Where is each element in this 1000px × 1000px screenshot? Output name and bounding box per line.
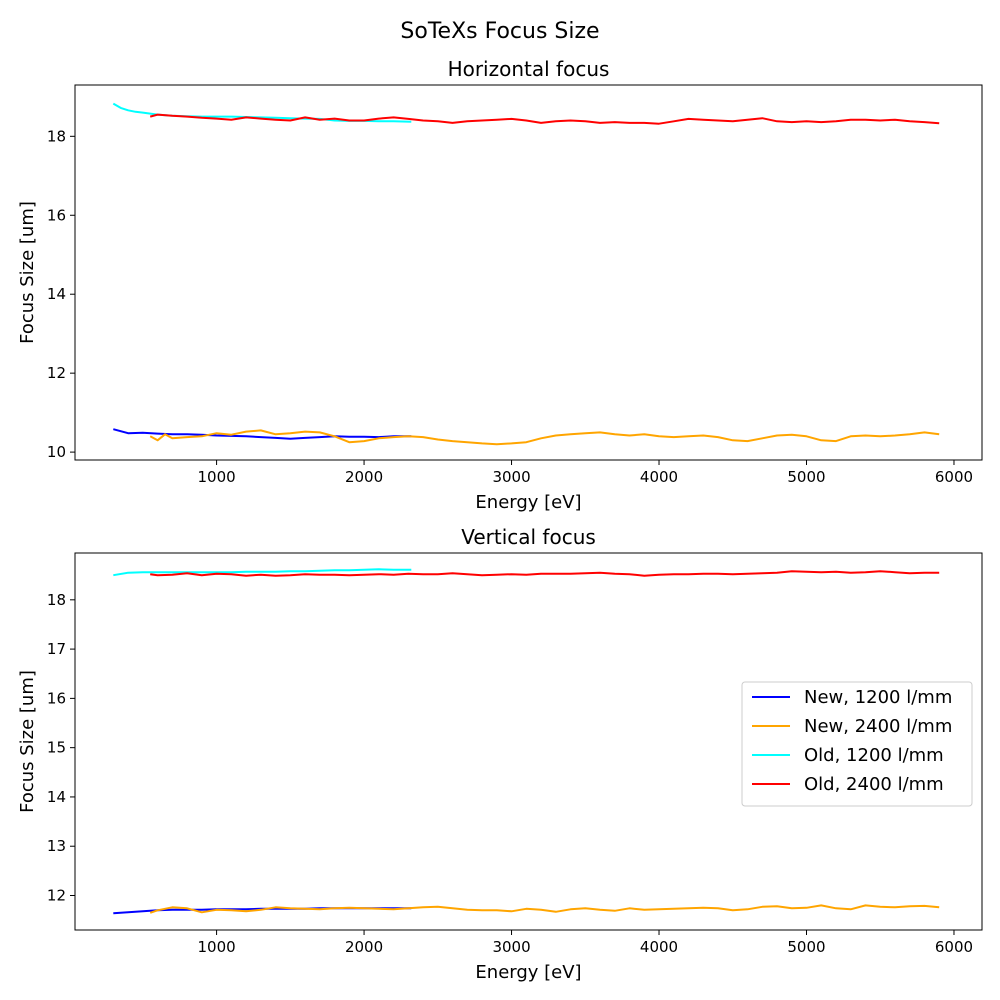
chart-vertical-focus: Vertical focus 1000 2000 3000 4000 5000 6000 12… (17, 525, 983, 983)
y-tick-label: 10 (47, 443, 66, 461)
x-axis-label: Energy [eV] (475, 962, 581, 983)
legend-label: New, 2400 l/mm (804, 716, 952, 737)
legend-label: Old, 2400 l/mm (804, 774, 944, 795)
x-tick-label: 2000 (345, 938, 383, 956)
legend-label: New, 1200 l/mm (804, 687, 952, 708)
y-tick-label: 17 (47, 640, 66, 658)
x-tick-label: 4000 (640, 468, 678, 486)
y-tick-label: 12 (47, 364, 66, 382)
y-tick-label: 15 (47, 739, 66, 757)
chart-title: Horizontal focus (448, 57, 610, 81)
series-line-1 (149, 429, 940, 446)
series-line-1 (149, 904, 940, 914)
x-axis-label: Energy [eV] (475, 492, 581, 513)
y-tick-label: 18 (47, 127, 66, 145)
plot-frame (74, 552, 983, 931)
series-line-3 (150, 570, 940, 577)
y-tick-label: 16 (47, 689, 66, 707)
y-axis-label: Focus Size [um] (17, 201, 38, 344)
legend-box (741, 681, 973, 807)
series-line-2 (113, 568, 412, 577)
figure-title: SoTeXs Focus Size (400, 19, 599, 44)
series-line-3 (149, 113, 940, 125)
x-tick-label: 1000 (197, 468, 235, 486)
plot-frame (74, 84, 983, 461)
x-tick-label: 4000 (640, 938, 678, 956)
legend-label: Old, 1200 l/mm (804, 745, 944, 766)
y-tick-label: 13 (47, 837, 66, 855)
chart-horizontal-focus: Horizontal focus 1000 2000 3000 4000 5000 6000… (17, 57, 983, 513)
y-tick-label: 12 (47, 887, 66, 905)
y-tick-label: 18 (47, 591, 66, 609)
chart-title: Vertical focus (461, 525, 596, 549)
x-tick-label: 3000 (492, 468, 530, 486)
y-tick-label: 14 (47, 285, 66, 303)
x-tick-label: 6000 (935, 468, 973, 486)
legend: New, 1200 l/mm New, 2400 l/mm Old, 1200 l/… (741, 681, 973, 807)
x-tick-label: 6000 (935, 938, 973, 956)
x-tick-label: 3000 (492, 938, 530, 956)
x-tick-label: 5000 (787, 468, 825, 486)
x-tick-label: 1000 (197, 938, 235, 956)
y-tick-label: 14 (47, 788, 66, 806)
x-tick-label: 2000 (345, 468, 383, 486)
y-tick-label: 16 (47, 206, 66, 224)
series-line-0 (113, 428, 412, 440)
x-tick-label: 5000 (787, 938, 825, 956)
y-axis-label: Focus Size [um] (17, 670, 38, 813)
